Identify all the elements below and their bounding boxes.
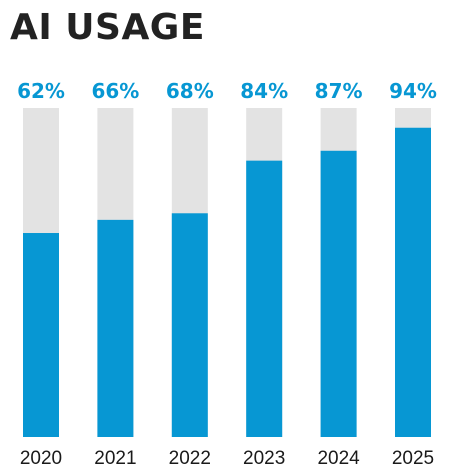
bar-tracks-group bbox=[23, 108, 431, 437]
year-label-2022: 2022 bbox=[169, 448, 211, 469]
year-labels-group: 2020 2021 2022 2023 2024 2025 bbox=[20, 448, 434, 469]
bar-2021 bbox=[97, 219, 134, 437]
value-label-2022: 68% bbox=[166, 79, 214, 103]
bar-2020 bbox=[23, 233, 59, 437]
year-label-2025: 2025 bbox=[392, 448, 434, 469]
bar-2022 bbox=[171, 213, 208, 437]
value-label-2023: 84% bbox=[240, 79, 288, 103]
year-label-2020: 2020 bbox=[20, 448, 62, 469]
value-label-2025: 94% bbox=[389, 79, 437, 103]
bar-2025 bbox=[395, 127, 431, 438]
value-label-2020: 62% bbox=[17, 79, 65, 103]
year-label-2024: 2024 bbox=[317, 448, 360, 469]
bars-group bbox=[23, 127, 431, 438]
chart-title: AI USAGE bbox=[10, 7, 205, 48]
bar-2023 bbox=[246, 160, 283, 437]
value-labels-group: 62% 66% 68% 84% 87% 94% bbox=[17, 79, 437, 103]
year-label-2023: 2023 bbox=[243, 448, 285, 469]
value-label-2021: 66% bbox=[91, 79, 139, 103]
value-label-2024: 87% bbox=[315, 79, 363, 103]
bar-2024 bbox=[320, 150, 357, 437]
year-label-2021: 2021 bbox=[94, 448, 136, 469]
